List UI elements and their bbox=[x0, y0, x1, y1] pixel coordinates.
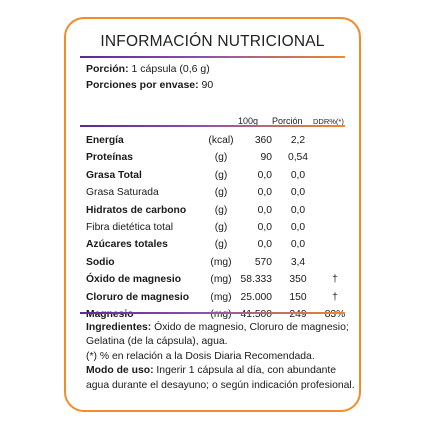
ingredients-block: Ingredientes: Óxido de magnesio, Cloruro… bbox=[86, 321, 358, 393]
nutrient-unit: (g) bbox=[214, 221, 228, 233]
table-row: Magnesio (mg) 41.500 249 83% bbox=[86, 306, 356, 323]
table-row: Energía (kcal) 360 2,2 bbox=[86, 132, 356, 149]
value-per-100g: 0,0 bbox=[257, 239, 272, 251]
value-per-portion: 3,4 bbox=[290, 256, 306, 268]
table-row: Hidratos de carbono (g) 0,0 0,0 bbox=[86, 202, 356, 219]
nutrient-unit: (g) bbox=[214, 239, 228, 251]
value-per-portion: 150 bbox=[289, 291, 307, 303]
nutrient-unit: (g) bbox=[214, 169, 228, 181]
ingredients-label: Ingredientes: bbox=[86, 322, 152, 333]
title-divider bbox=[80, 56, 345, 58]
table-row: Cloruro de magnesio (mg) 25.000 150 † bbox=[86, 289, 356, 306]
value-per-100g: 0,0 bbox=[257, 169, 272, 181]
table-row: Óxido de magnesio (mg) 58.333 350 † bbox=[86, 271, 356, 288]
nutrient-name: Grasa Total bbox=[86, 169, 142, 181]
table-row: Sodio (mg) 570 3,4 bbox=[86, 254, 356, 271]
table-row: Fibra dietética total (g) 0,0 0,0 bbox=[86, 219, 356, 236]
value-per-100g: 0,0 bbox=[257, 221, 272, 233]
nutrient-name: Cloruro de magnesio bbox=[86, 291, 189, 303]
nutrient-name: Azúcares totales bbox=[86, 239, 168, 251]
nutrient-table: Energía (kcal) 360 2,2 Proteínas (g) 90 0,54 Gra… bbox=[86, 132, 356, 323]
value-ddr: 83% bbox=[324, 308, 346, 320]
value-per-100g: 25.000 bbox=[240, 291, 273, 303]
serving-size-value: 1 cápsula (0,6 g) bbox=[131, 63, 210, 75]
nutrition-label: INFORMACIÓN NUTRICIONAL Porción: 1 cápsu… bbox=[64, 17, 361, 412]
table-row: Proteínas (g) 90 0,54 bbox=[86, 149, 356, 166]
nutrient-unit: (g) bbox=[214, 152, 228, 164]
nutrient-name: Magnesio bbox=[86, 308, 134, 320]
usage-text: Ingerir 1 cápsula al día, con abundante … bbox=[86, 365, 355, 391]
value-ddr: † bbox=[332, 291, 338, 303]
column-header-portion: Porción bbox=[272, 116, 303, 126]
nutrient-name: Óxido de magnesio bbox=[86, 274, 181, 286]
value-per-portion: 0,0 bbox=[290, 239, 306, 251]
ddr-footnote: (*) % en relación a la Dosis Diaria Reco… bbox=[86, 350, 315, 362]
column-header-100g: 100g bbox=[238, 116, 259, 126]
value-per-100g: 41.500 bbox=[240, 308, 273, 320]
value-per-100g: 58.333 bbox=[240, 274, 273, 286]
value-per-100g: 0,0 bbox=[257, 187, 272, 199]
nutrient-unit: (g) bbox=[214, 204, 228, 216]
nutrient-unit: (mg) bbox=[210, 291, 232, 303]
column-header-ddr: DDR%(*) bbox=[313, 117, 344, 126]
ingredients-paragraph: Ingredientes: Óxido de magnesio, Cloruro… bbox=[86, 321, 358, 350]
nutrient-name: Proteínas bbox=[86, 152, 133, 164]
usage-label: Modo de uso: bbox=[86, 365, 154, 377]
header-divider bbox=[80, 125, 345, 127]
table-row: Grasa Saturada (g) 0,0 0,0 bbox=[86, 184, 356, 201]
value-per-100g: 0,0 bbox=[257, 204, 272, 216]
servings-per-container-label: Porciones por envase: bbox=[86, 79, 199, 91]
value-per-100g: 360 bbox=[254, 135, 272, 146]
value-per-100g: 570 bbox=[254, 256, 272, 268]
nutrient-unit: (kcal) bbox=[208, 135, 234, 146]
serving-size: Porción: 1 cápsula (0,6 g) bbox=[86, 63, 210, 75]
value-per-portion: 0,0 bbox=[290, 169, 306, 181]
nutrient-name: Fibra dietética total bbox=[86, 221, 173, 233]
nutrient-name: Grasa Saturada bbox=[86, 187, 159, 199]
table-row: Grasa Total (g) 0,0 0,0 bbox=[86, 167, 356, 184]
nutrient-unit: (g) bbox=[214, 187, 228, 199]
value-per-portion: 0,0 bbox=[290, 204, 306, 216]
nutrient-unit: (mg) bbox=[210, 274, 232, 286]
value-per-portion: 249 bbox=[289, 308, 307, 320]
nutrient-unit: (mg) bbox=[210, 256, 232, 268]
servings-per-container-value: 90 bbox=[201, 79, 214, 91]
nutrient-name: Energía bbox=[86, 135, 124, 146]
table-row: Azúcares totales (g) 0,0 0,0 bbox=[86, 236, 356, 253]
table-divider bbox=[80, 312, 345, 314]
nutrient-name: Sodio bbox=[86, 256, 115, 268]
value-per-portion: 0,54 bbox=[287, 152, 309, 164]
ingredients-text: Óxido de magnesio, Cloruro de magnesio; … bbox=[86, 322, 349, 348]
value-ddr: † bbox=[332, 274, 338, 286]
label-title: INFORMACIÓN NUTRICIONAL bbox=[100, 33, 325, 50]
servings-per-container: Porciones por envase: 90 bbox=[86, 79, 213, 91]
usage-paragraph: Modo de uso: Ingerir 1 cápsula al día, c… bbox=[86, 364, 358, 393]
nutrient-name: Hidratos de carbono bbox=[86, 204, 187, 216]
serving-size-label: Porción: bbox=[86, 63, 129, 75]
value-per-portion: 0,0 bbox=[290, 221, 306, 233]
value-per-portion: 350 bbox=[289, 274, 307, 286]
value-per-100g: 90 bbox=[260, 152, 272, 164]
value-per-portion: 0,0 bbox=[290, 187, 306, 199]
value-per-portion: 2,2 bbox=[290, 135, 306, 146]
nutrient-unit: (mg) bbox=[210, 308, 232, 320]
